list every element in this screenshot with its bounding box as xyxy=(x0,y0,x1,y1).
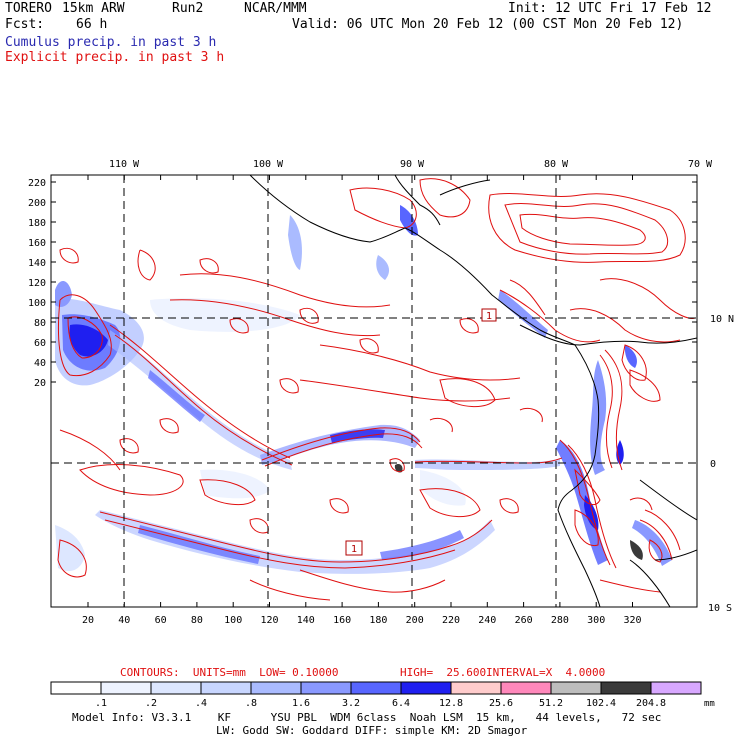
colorbar-swatch xyxy=(250,681,302,695)
bottom-tick-label: 180 xyxy=(369,615,387,626)
colorbar-label: 204.8 xyxy=(636,698,666,709)
left-tick-label: 180 xyxy=(28,218,46,229)
marker-box-1 xyxy=(481,308,497,322)
contour-high: HIGH= 25.600 xyxy=(400,666,487,679)
colorbar-label: 25.6 xyxy=(489,698,513,709)
contour-interval: INTERVAL=X 4.0000 xyxy=(486,666,606,679)
bottom-tick-label: 260 xyxy=(515,615,533,626)
colorbar-label: 1.6 xyxy=(292,698,310,709)
right-lat-label: 10 S xyxy=(708,603,732,614)
top-lon-label: 90 W xyxy=(400,159,425,170)
colorbar: .1 .2 .4 .8 1.6 3.2 6.4 12.8 25.6 51.2 102.4 204.8 xyxy=(50,681,702,709)
header-run: Run2 xyxy=(172,1,204,16)
marker-label-1: 1 xyxy=(486,311,492,322)
colorbar-swatch xyxy=(50,681,102,695)
bottom-tick-label: 140 xyxy=(297,615,315,626)
colorbar-swatch xyxy=(650,681,702,695)
header-init: Init: 12 UTC Fri 17 Feb 12 xyxy=(508,1,712,16)
left-tick-label: 200 xyxy=(28,198,46,209)
colorbar-label: .1 xyxy=(95,698,107,709)
colorbar-swatch xyxy=(400,681,452,695)
footer-physics: LW: Godd SW: Goddard DIFF: simple KM: 2D… xyxy=(216,724,528,737)
top-lon-label: 100 W xyxy=(253,159,284,170)
colorbar-swatch xyxy=(350,681,402,695)
colorbar-swatch xyxy=(550,681,602,695)
marker-label-2: 1 xyxy=(351,544,357,555)
left-tick-label: 20 xyxy=(34,378,46,389)
left-tick-label: 220 xyxy=(28,178,46,189)
header-org: NCAR/MMM xyxy=(244,1,307,16)
header-valid: Valid: 06 UTC Mon 20 Feb 12 (00 CST Mon … xyxy=(292,17,684,32)
bottom-tick-label: 240 xyxy=(478,615,496,626)
bottom-tick-label: 160 xyxy=(333,615,351,626)
left-tick-label: 60 xyxy=(34,338,46,349)
header-model: TORERO xyxy=(5,1,52,16)
colorbar-swatch xyxy=(600,681,652,695)
colorbar-label: 51.2 xyxy=(539,698,563,709)
colorbar-unit: mm xyxy=(704,699,715,709)
bottom-tick-label: 120 xyxy=(260,615,278,626)
left-tick-label: 80 xyxy=(34,318,46,329)
colorbar-label: 12.8 xyxy=(439,698,463,709)
header-fcst-label: Fcst: xyxy=(5,17,45,32)
marker-box-2 xyxy=(345,540,363,556)
colorbar-label: 102.4 xyxy=(586,698,616,709)
bottom-tick-label: 220 xyxy=(442,615,460,626)
bottom-tick-label: 300 xyxy=(587,615,605,626)
map-frame xyxy=(50,174,698,608)
bottom-tick-label: 60 xyxy=(155,615,167,626)
right-lat-label: 10 N xyxy=(710,314,734,325)
axis-ticks xyxy=(51,175,697,607)
left-tick-label: 160 xyxy=(28,238,46,249)
axis-labels: 110 W 100 W 90 W 80 W 70 W 10 N 0 10 S xyxy=(109,159,734,614)
footer-model-info: Model Info: V3.3.1 KF YSU PBL WDM 6class… xyxy=(72,711,662,724)
left-tick-label: 140 xyxy=(28,258,46,269)
bottom-tick-labels: 20 40 60 80 100 120 140 160 180 200 220 240 260 280 30… xyxy=(82,615,642,626)
lat-lon-grid xyxy=(51,175,697,607)
colorbar-swatch xyxy=(200,681,252,695)
bottom-tick-label: 320 xyxy=(623,615,641,626)
left-tick-labels: 220 200 180 160 140 120 100 80 60 40 20 xyxy=(28,178,46,389)
legend-explicit: Explicit precip. in past 3 h xyxy=(5,50,225,65)
colorbar-label: .4 xyxy=(195,698,207,709)
colorbar-swatch xyxy=(300,681,352,695)
header-fcst-value: 66 h xyxy=(76,17,108,32)
bottom-tick-label: 20 xyxy=(82,615,94,626)
colorbar-label: 3.2 xyxy=(342,698,360,709)
right-lat-label: 0 xyxy=(710,459,716,470)
top-lon-label: 110 W xyxy=(109,159,140,170)
colorbar-swatch xyxy=(150,681,202,695)
bottom-tick-label: 200 xyxy=(406,615,424,626)
contour-units: CONTOURS: UNITS=mm LOW= 0.10000 xyxy=(120,666,339,679)
legend-cumulus: Cumulus precip. in past 3 h xyxy=(5,35,217,50)
left-tick-label: 100 xyxy=(28,298,46,309)
header-resolution: 15km ARW xyxy=(62,1,125,16)
colorbar-swatch xyxy=(500,681,552,695)
bottom-tick-label: 280 xyxy=(551,615,569,626)
colorbar-label: .2 xyxy=(145,698,157,709)
bottom-tick-label: 80 xyxy=(191,615,203,626)
bottom-tick-label: 40 xyxy=(118,615,130,626)
top-lon-label: 70 W xyxy=(688,159,713,170)
left-tick-label: 120 xyxy=(28,278,46,289)
colorbar-label: .8 xyxy=(245,698,257,709)
colorbar-label: 6.4 xyxy=(392,698,410,709)
bottom-tick-label: 100 xyxy=(224,615,242,626)
colorbar-swatch xyxy=(100,681,152,695)
coastlines xyxy=(249,175,697,607)
left-tick-label: 40 xyxy=(34,358,46,369)
colorbar-swatch xyxy=(450,681,502,695)
top-lon-label: 80 W xyxy=(544,159,569,170)
